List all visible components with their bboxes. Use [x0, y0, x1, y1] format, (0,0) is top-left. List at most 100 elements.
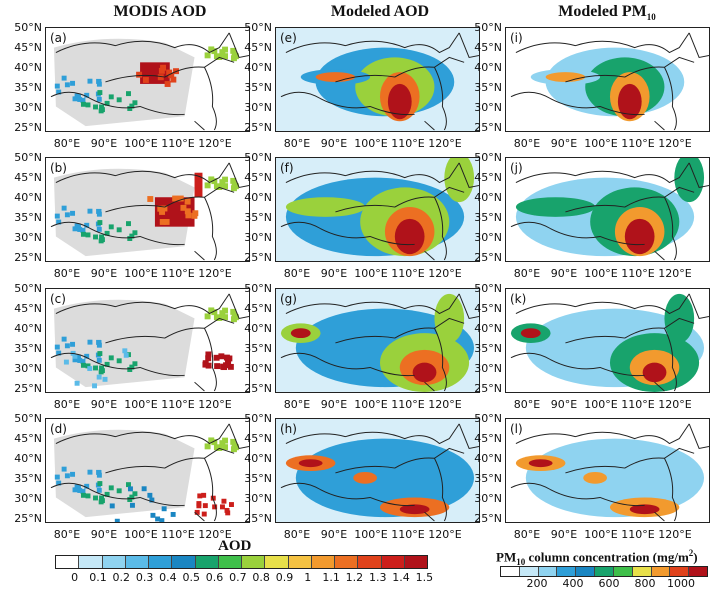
aod-tick-label: 1.5 [415, 571, 434, 584]
map-area: (e) [275, 27, 480, 132]
longitude-label: 100°E [124, 398, 158, 411]
aod-tick-label: 1.1 [322, 571, 340, 584]
latitude-label: 25°N [14, 121, 42, 134]
aod-tick-label: 0.2 [112, 571, 131, 584]
map-graphic [276, 289, 479, 392]
latitude-label: 30°N [244, 362, 272, 375]
longitude-label: 110°E [621, 528, 655, 541]
map-graphic [506, 158, 709, 261]
latitude-label: 30°N [474, 231, 502, 244]
latitude-label: 25°N [244, 512, 272, 525]
latitude-label: 45°N [474, 302, 502, 315]
longitude-label: 100°E [124, 528, 158, 541]
pm10-colorbar-bin [538, 567, 558, 576]
latitude-label: 25°N [244, 382, 272, 395]
column-title-modeled-aod: Modeled AOD [330, 3, 430, 20]
longitude-label: 100°E [584, 137, 618, 150]
latitude-label: 35°N [474, 342, 502, 355]
map-area: (i) [505, 27, 710, 132]
latitude-label: 45°N [244, 432, 272, 445]
longitude-label: 90°E [320, 398, 348, 411]
aod-tick-label: 0.4 [159, 571, 177, 584]
latitude-label: 45°N [14, 302, 42, 315]
panel-tag: (b) [50, 161, 67, 175]
longitude-label: 110°E [621, 137, 655, 150]
longitude-label: 120°E [428, 267, 462, 280]
aod-tick-label: 1 [304, 571, 312, 584]
panel-tag: (e) [280, 31, 297, 45]
latitude-label: 45°N [14, 171, 42, 184]
latitude-label: 35°N [244, 472, 272, 485]
map-graphic [276, 419, 479, 522]
aod-colorbar-bin [404, 556, 427, 568]
latitude-label: 25°N [474, 382, 502, 395]
map-area: (d) [45, 418, 250, 523]
latitude-label: 30°N [244, 492, 272, 505]
longitude-label: 100°E [584, 528, 618, 541]
aod-colorbar-bin [195, 556, 219, 568]
latitude-label: 25°N [244, 121, 272, 134]
pm10-tick-label: 200 [526, 577, 548, 590]
panel-tag: (j) [510, 161, 523, 175]
latitude-label: 40°N [474, 322, 502, 335]
latitude-label: 25°N [474, 121, 502, 134]
longitude-label: 120°E [658, 528, 692, 541]
latitude-label: 50°N [14, 21, 42, 34]
latitude-label: 30°N [14, 362, 42, 375]
latitude-label: 30°N [244, 101, 272, 114]
latitude-label: 50°N [244, 412, 272, 425]
longitude-label: 80°E [513, 528, 541, 541]
pm10-colorbar-bin [595, 567, 614, 576]
latitude-label: 35°N [14, 472, 42, 485]
latitude-label: 45°N [244, 41, 272, 54]
longitude-label: 90°E [90, 137, 118, 150]
latitude-label: 25°N [474, 512, 502, 525]
aod-tick-label: 1.2 [345, 571, 364, 584]
aod-tick-label: 0.1 [89, 571, 107, 584]
aod-colorbar-bin [218, 556, 242, 568]
panel-tag: (a) [50, 31, 67, 45]
longitude-label: 120°E [658, 267, 692, 280]
longitude-label: 110°E [391, 267, 425, 280]
map-area: (k) [505, 288, 710, 393]
pm10-colorbar-bin [557, 567, 577, 576]
latitude-label: 35°N [474, 81, 502, 94]
aod-colorbar-bin [172, 556, 196, 568]
longitude-label: 110°E [161, 528, 195, 541]
longitude-label: 90°E [550, 528, 578, 541]
longitude-label: 90°E [90, 528, 118, 541]
aod-tick-label: 0.5 [182, 571, 200, 584]
longitude-label: 80°E [53, 528, 81, 541]
pm10-colorbar-bin [501, 567, 520, 576]
latitude-label: 50°N [14, 412, 42, 425]
latitude-label: 30°N [474, 362, 502, 375]
column-title-modis-aod: MODIS AOD [113, 3, 207, 20]
panel-tag: (c) [50, 292, 66, 306]
longitude-label: 80°E [53, 398, 81, 411]
map-area: (g) [275, 288, 480, 393]
longitude-label: 100°E [354, 267, 388, 280]
latitude-label: 30°N [14, 231, 42, 244]
panel-tag: (i) [510, 31, 523, 45]
latitude-label: 40°N [244, 61, 272, 74]
latitude-label: 40°N [244, 322, 272, 335]
map-area: (c) [45, 288, 250, 393]
latitude-label: 30°N [474, 492, 502, 505]
aod-tick-label: 0.6 [205, 571, 224, 584]
longitude-label: 80°E [513, 398, 541, 411]
map-area: (l) [505, 418, 710, 523]
aod-tick-label: 0.8 [252, 571, 270, 584]
longitude-label: 80°E [283, 528, 311, 541]
aod-tick-label: 0.3 [135, 571, 154, 584]
longitude-label: 120°E [658, 137, 692, 150]
map-graphic [46, 158, 249, 261]
longitude-label: 90°E [550, 398, 578, 411]
pm10-colorbar-title: PM10 column concentration (mg/m2) [496, 548, 698, 567]
latitude-label: 35°N [244, 81, 272, 94]
panel-tag: (f) [280, 161, 294, 175]
latitude-label: 35°N [14, 211, 42, 224]
latitude-label: 40°N [474, 452, 502, 465]
aod-colorbar-bin [311, 556, 335, 568]
latitude-label: 50°N [474, 412, 502, 425]
map-area: (h) [275, 418, 480, 523]
